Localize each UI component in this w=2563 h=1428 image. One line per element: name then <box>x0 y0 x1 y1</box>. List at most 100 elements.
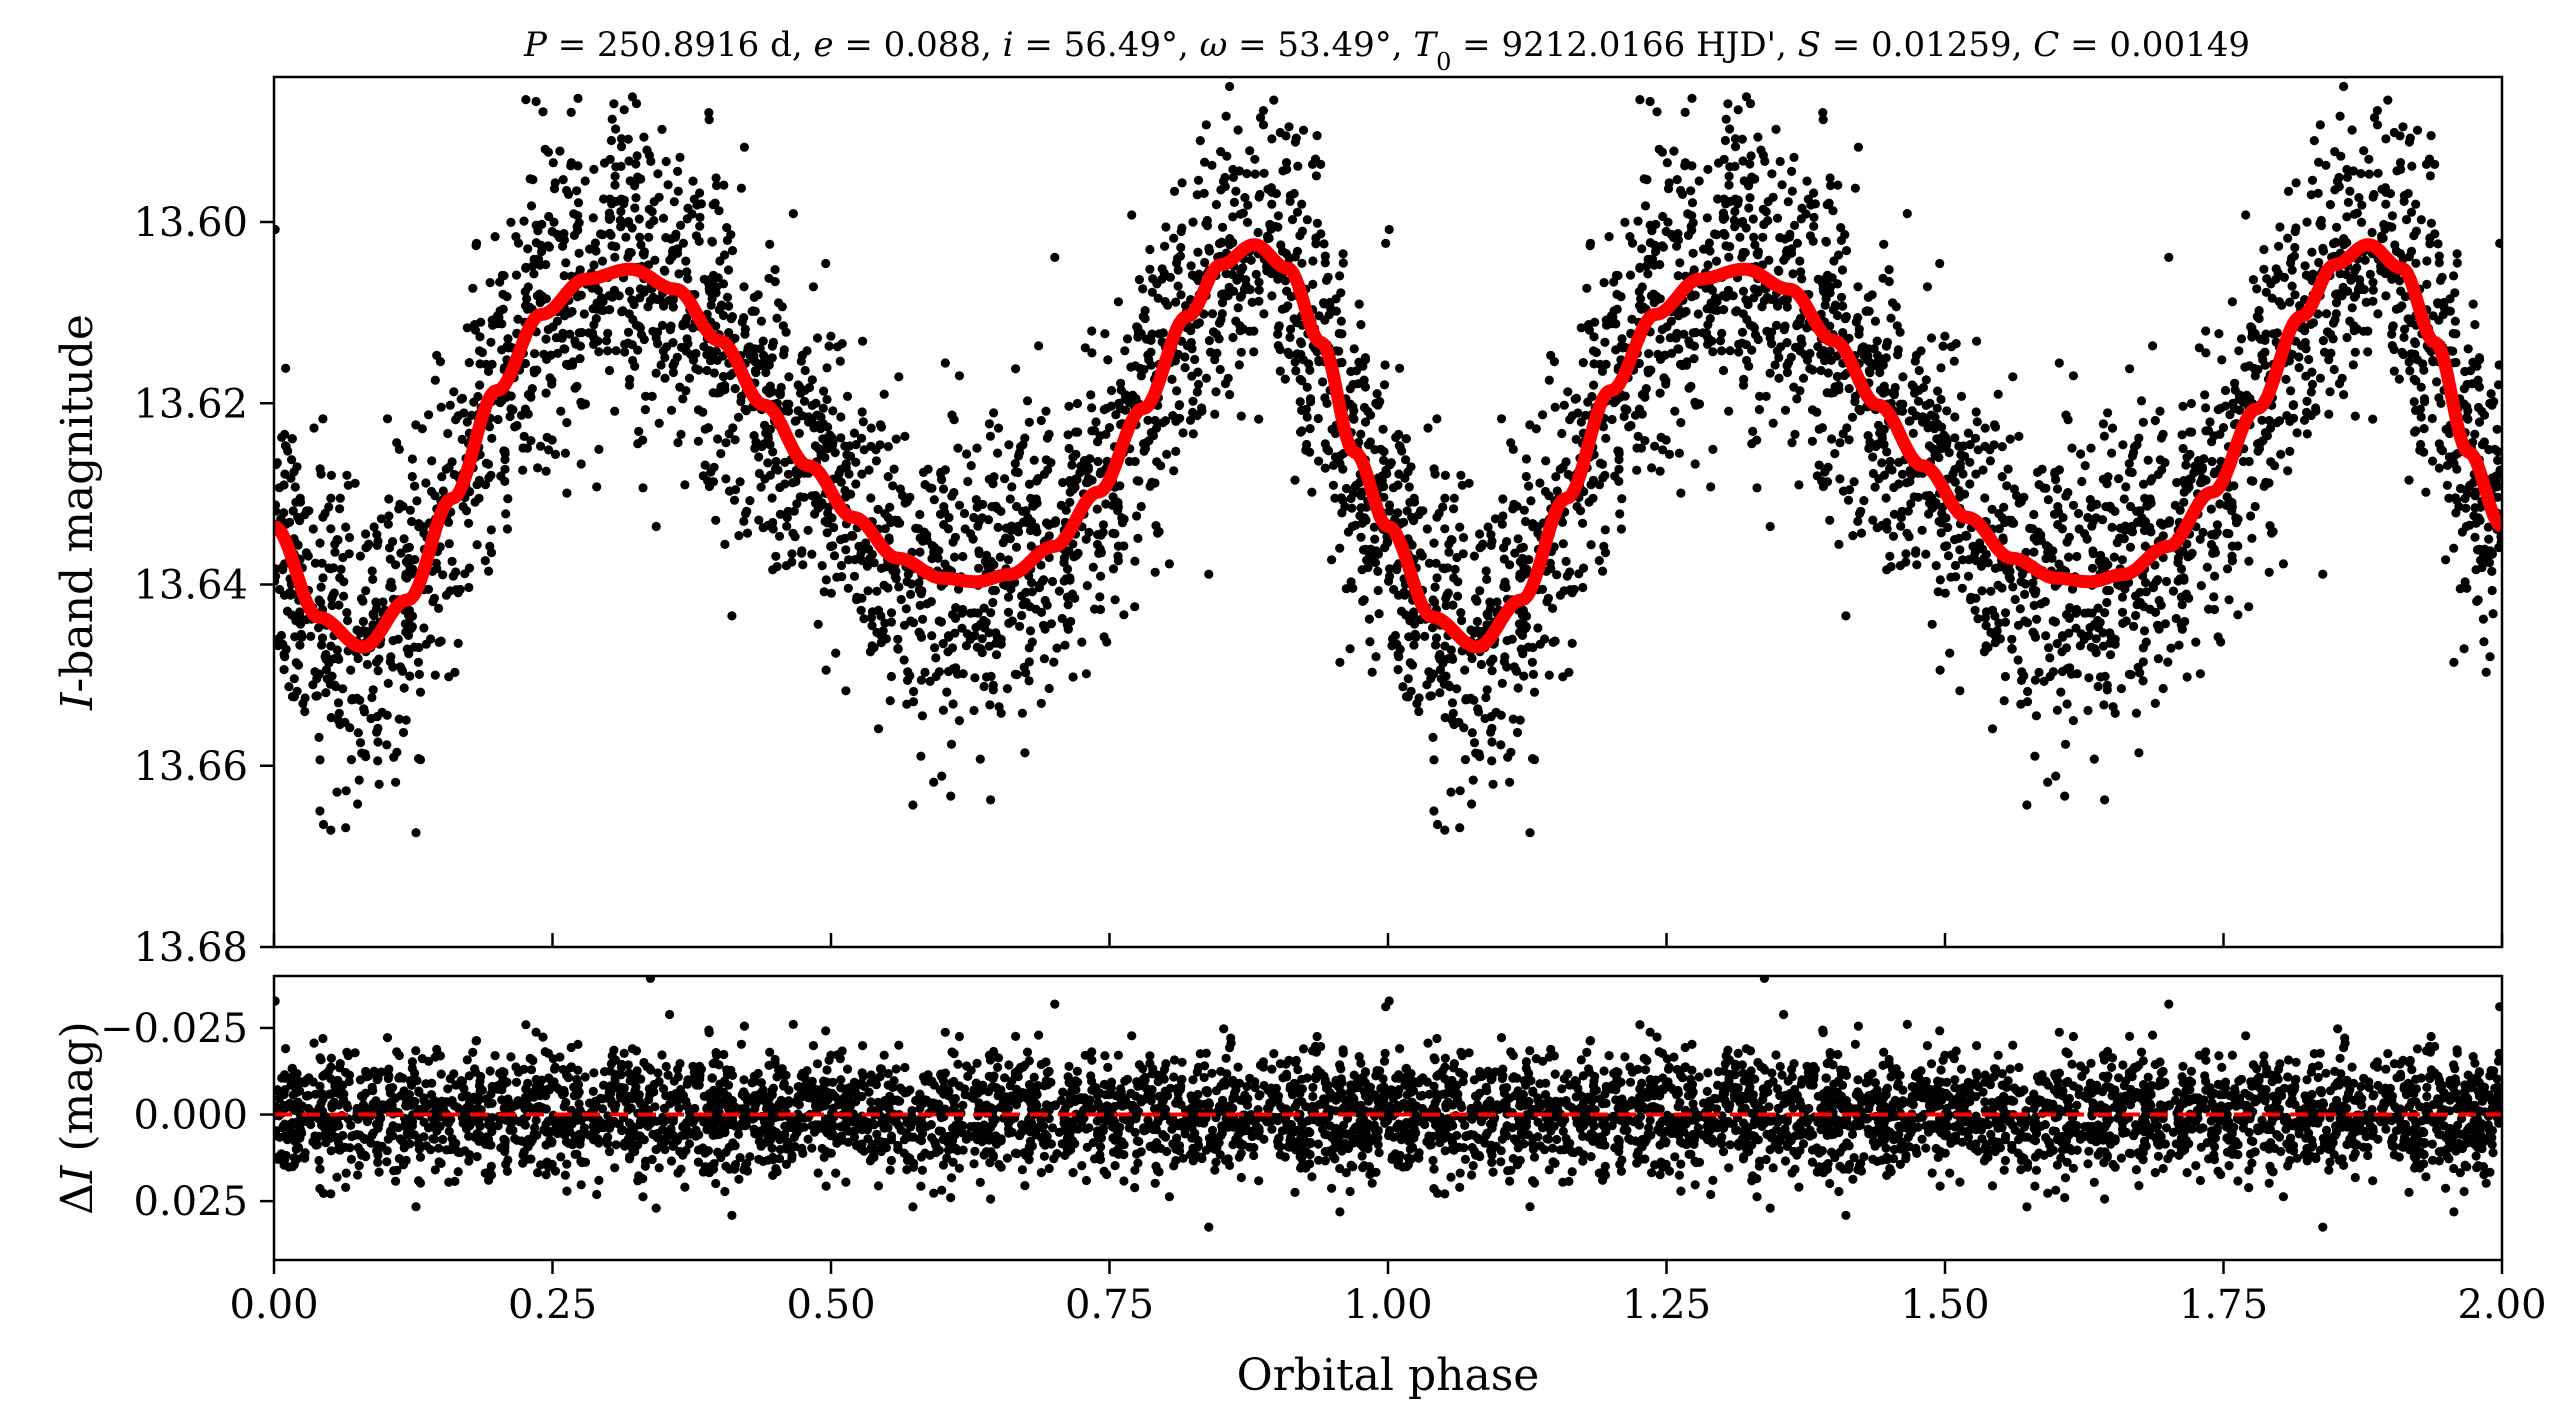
top-data-point <box>1609 398 1619 408</box>
top-data-point <box>522 304 533 314</box>
top-data-point <box>1102 403 1112 413</box>
top-data-point <box>986 795 996 805</box>
top-data-point <box>1253 227 1263 238</box>
top-data-point <box>1368 555 1378 565</box>
top-data-point <box>1376 444 1386 454</box>
top-data-point <box>1292 349 1302 359</box>
top-data-point <box>1312 218 1322 228</box>
top-data-point <box>2282 411 2292 421</box>
top-data-point <box>939 502 949 512</box>
top-data-point <box>1653 349 1663 359</box>
top-data-point <box>1373 585 1383 596</box>
top-data-point <box>1719 194 1729 204</box>
top-data-point <box>954 716 965 726</box>
top-data-point <box>1313 413 1323 424</box>
top-data-point <box>342 608 352 618</box>
top-data-point <box>1718 365 1729 376</box>
top-data-point <box>2061 643 2072 653</box>
top-data-point <box>1444 547 1454 557</box>
top-data-point <box>2474 353 2484 363</box>
top-data-point <box>2048 667 2058 677</box>
top-data-point <box>676 220 686 230</box>
top-data-point <box>616 134 627 144</box>
top-data-point <box>1525 420 1535 430</box>
top-data-point <box>782 521 792 531</box>
top-data-point <box>1408 610 1419 621</box>
top-data-point <box>915 509 925 520</box>
top-data-point <box>722 235 733 245</box>
top-data-point <box>2201 403 2211 413</box>
top-data-point <box>946 739 957 749</box>
top-data-point <box>2470 532 2480 542</box>
top-data-point <box>1066 616 1076 627</box>
top-data-point <box>394 504 404 514</box>
top-data-point <box>1990 631 2000 641</box>
top-data-point <box>2164 252 2174 262</box>
top-data-point <box>277 432 287 442</box>
top-data-point <box>876 563 887 574</box>
top-data-point <box>1997 472 2007 482</box>
top-data-point <box>502 524 512 534</box>
top-data-point <box>1599 278 1609 288</box>
top-data-point <box>1254 285 1264 295</box>
top-data-point <box>387 582 397 593</box>
top-data-point <box>1290 137 1300 147</box>
top-data-point <box>2455 483 2466 494</box>
top-data-point <box>1809 221 1819 231</box>
top-data-point <box>469 397 479 407</box>
top-data-point <box>2411 199 2421 209</box>
top-data-point <box>781 327 791 337</box>
top-data-point <box>674 269 684 279</box>
top-data-point <box>300 510 310 520</box>
top-data-point <box>1379 380 1390 390</box>
top-data-point <box>1387 641 1397 651</box>
top-data-point <box>1298 125 1309 135</box>
top-data-point <box>796 356 806 366</box>
top-data-point <box>2131 610 2141 621</box>
top-data-point <box>631 99 642 109</box>
top-data-point <box>1065 497 1075 507</box>
top-data-point <box>2254 306 2264 316</box>
top-data-point <box>2348 360 2358 370</box>
top-data-point <box>1636 294 1646 304</box>
top-data-point <box>938 484 949 494</box>
top-data-point <box>2160 458 2170 468</box>
top-data-point <box>2247 533 2257 544</box>
top-data-point <box>1527 657 1537 667</box>
top-data-point <box>736 391 747 401</box>
top-data-point <box>2399 196 2409 206</box>
top-data-point <box>335 573 345 583</box>
top-data-point <box>1277 246 1288 256</box>
top-data-point <box>1787 166 1797 176</box>
top-data-point <box>1856 528 1867 538</box>
top-data-point <box>367 566 377 576</box>
top-data-point <box>1365 437 1375 447</box>
top-data-point <box>1242 217 1253 227</box>
top-data-point <box>428 597 438 607</box>
top-data-point <box>2369 113 2380 123</box>
top-data-point <box>1836 292 1847 302</box>
top-data-point <box>562 418 572 428</box>
top-data-point <box>950 552 960 562</box>
top-data-point <box>430 375 440 385</box>
top-data-point <box>639 334 649 345</box>
top-data-point <box>1853 516 1863 527</box>
top-data-point <box>350 478 360 488</box>
top-data-point <box>1496 710 1506 720</box>
top-data-point <box>1870 482 1880 492</box>
top-data-point <box>1954 441 1964 451</box>
top-data-point <box>1796 334 1806 344</box>
top-data-point <box>300 706 310 717</box>
top-data-point <box>811 498 821 508</box>
top-data-point <box>1985 456 1995 466</box>
top-data-point <box>970 673 980 683</box>
top-data-point <box>2057 631 2068 641</box>
top-data-point <box>1989 420 2000 430</box>
top-data-point <box>2257 415 2267 425</box>
top-data-point <box>1492 597 1502 607</box>
top-data-point <box>1921 375 1931 385</box>
top-data-point <box>1529 687 1540 697</box>
top-data-point <box>863 586 873 596</box>
top-data-point <box>678 394 688 404</box>
top-data-point <box>2446 457 2456 467</box>
